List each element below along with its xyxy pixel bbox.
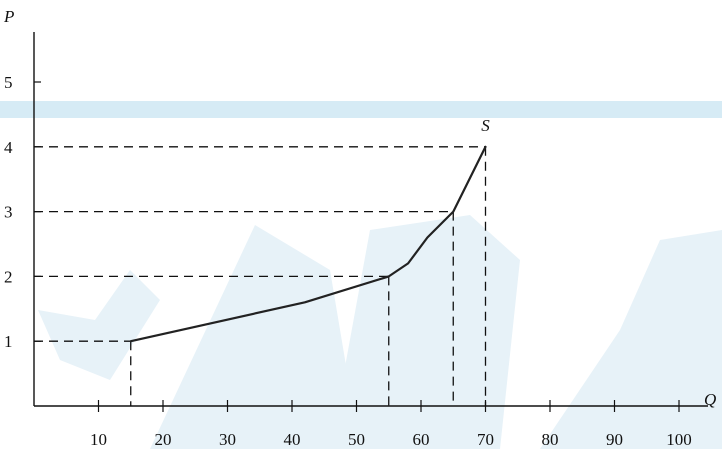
supply-curve-group: S — [129, 116, 490, 343]
dashed-guides — [34, 146, 487, 406]
y-tick-label: 4 — [4, 138, 13, 157]
x-tick-label: 50 — [348, 430, 365, 449]
x-tick-label: 20 — [155, 430, 172, 449]
watermark-shape — [38, 270, 160, 380]
x-tick-label: 80 — [542, 430, 559, 449]
x-tick-label: 30 — [219, 430, 236, 449]
y-tick-label: 2 — [4, 267, 13, 286]
axes: Q P — [3, 7, 716, 409]
watermark-shape — [330, 215, 520, 449]
x-tick-label: 100 — [666, 430, 692, 449]
x-tick-label: 70 — [477, 430, 494, 449]
x-tick-label: 90 — [606, 430, 623, 449]
watermark-shape — [540, 230, 722, 449]
x-tick-label: 10 — [90, 430, 107, 449]
watermark-band — [0, 101, 722, 118]
x-axis-label: Q — [704, 390, 716, 409]
supply-curve-label: S — [481, 116, 490, 135]
y-tick-label: 1 — [4, 332, 13, 351]
supply-curve — [129, 145, 487, 343]
ticks: 10 20 30 40 50 60 70 80 90 100 1 2 3 4 5 — [4, 73, 692, 449]
watermark-shape — [150, 225, 360, 449]
x-tick-label: 60 — [413, 430, 430, 449]
x-tick-label: 40 — [284, 430, 301, 449]
y-tick-label: 5 — [4, 73, 13, 92]
y-axis-label: P — [3, 7, 14, 26]
watermark-background — [0, 101, 722, 449]
y-tick-label: 3 — [4, 203, 13, 222]
